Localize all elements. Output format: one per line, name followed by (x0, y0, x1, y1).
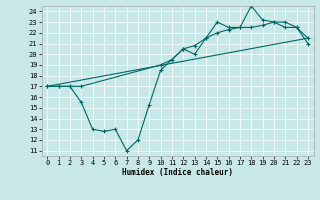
X-axis label: Humidex (Indice chaleur): Humidex (Indice chaleur) (122, 168, 233, 177)
